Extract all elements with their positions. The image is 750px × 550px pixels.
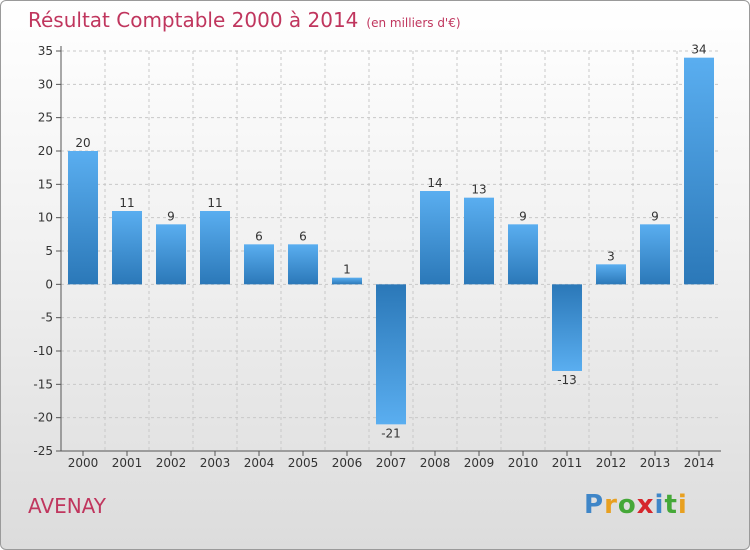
- y-tick-label: -10: [33, 344, 53, 358]
- x-tick-label-2000: 2000: [68, 456, 99, 470]
- x-tick-label-2009: 2009: [464, 456, 495, 470]
- logo-letter: i: [654, 490, 665, 520]
- value-label-2006: 1: [343, 263, 351, 277]
- logo-letter: x: [636, 490, 655, 520]
- y-tick-label: 15: [38, 177, 53, 191]
- y-tick-label: -25: [33, 444, 53, 458]
- value-label-2002: 9: [167, 209, 175, 223]
- x-tick-label-2010: 2010: [508, 456, 539, 470]
- value-label-2012: 3: [607, 249, 615, 263]
- value-label-2001: 11: [119, 196, 134, 210]
- x-tick-label-2008: 2008: [420, 456, 451, 470]
- chart-title-text: Résultat Comptable 2000 à 2014: [28, 8, 359, 32]
- bar-2013: [640, 224, 670, 285]
- bar-2010: [508, 224, 538, 285]
- logo-letter: i: [677, 490, 688, 520]
- value-label-2003: 11: [207, 196, 222, 210]
- y-tick-label: 35: [38, 44, 53, 58]
- axes: 35 30 25 20 15 10 5 0 -5 -10 -15 -20 -25 2000 2001 2002…: [33, 44, 721, 470]
- y-tick-label: 10: [38, 211, 53, 225]
- value-label-2005: 6: [299, 229, 307, 243]
- bar-2006: [332, 277, 362, 285]
- y-tick-label: -5: [41, 311, 53, 325]
- logo-letter: r: [604, 490, 618, 520]
- x-tick-label-2011: 2011: [552, 456, 583, 470]
- value-label-2009: 13: [471, 183, 486, 197]
- x-tick-label-2002: 2002: [156, 456, 187, 470]
- city-name: AVENAY: [28, 494, 107, 518]
- x-tick-label-2013: 2013: [640, 456, 671, 470]
- y-tick-label: -15: [33, 377, 53, 391]
- x-tick-label-2007: 2007: [376, 456, 407, 470]
- value-label-2013: 9: [651, 209, 659, 223]
- bar-2014: [684, 57, 714, 285]
- logo-letter: o: [617, 490, 637, 520]
- bar-2007: [376, 284, 406, 425]
- x-tick-label-2004: 2004: [244, 456, 275, 470]
- y-tick-label: 5: [45, 244, 53, 258]
- value-label-2007: -21: [381, 426, 401, 440]
- y-tick-label: 25: [38, 111, 53, 125]
- logo-letter: t: [664, 490, 678, 520]
- bar-2011: [552, 284, 582, 371]
- y-tick-label: 0: [45, 277, 53, 291]
- value-label-2004: 6: [255, 229, 263, 243]
- bar-2001: [112, 211, 142, 285]
- proxiti-logo: Proxiti: [584, 490, 688, 520]
- x-tick-label-2012: 2012: [596, 456, 627, 470]
- value-label-2000: 20: [75, 136, 90, 150]
- bar-2003: [200, 211, 230, 285]
- chart-subtitle: (en milliers d'€): [366, 16, 461, 30]
- y-tick-label: 20: [38, 144, 53, 158]
- x-tick-label-2003: 2003: [200, 456, 231, 470]
- chart-title: Résultat Comptable 2000 à 2014 (en millie…: [28, 8, 461, 32]
- x-tick-label-2006: 2006: [332, 456, 363, 470]
- bar-2012: [596, 264, 626, 285]
- value-label-2011: -13: [557, 373, 577, 387]
- bar-2004: [244, 244, 274, 285]
- value-label-2014: 34: [691, 43, 706, 57]
- bar-2009: [464, 197, 494, 285]
- bar-2005: [288, 244, 318, 285]
- bar-2000: [68, 151, 98, 285]
- x-tick-label-2014: 2014: [684, 456, 715, 470]
- bars: 20 11 9 11 6 6 1 -21 14 13 9 -13 3 9 34: [68, 43, 714, 440]
- logo-letter: P: [584, 490, 605, 520]
- bar-2002: [156, 224, 186, 285]
- y-tick-label: 30: [38, 77, 53, 91]
- x-tick-label-2001: 2001: [112, 456, 143, 470]
- x-tick-label-2005: 2005: [288, 456, 319, 470]
- bar-2008: [420, 191, 450, 285]
- y-tick-label: -20: [33, 411, 53, 425]
- value-label-2008: 14: [427, 176, 442, 190]
- value-label-2010: 9: [519, 209, 527, 223]
